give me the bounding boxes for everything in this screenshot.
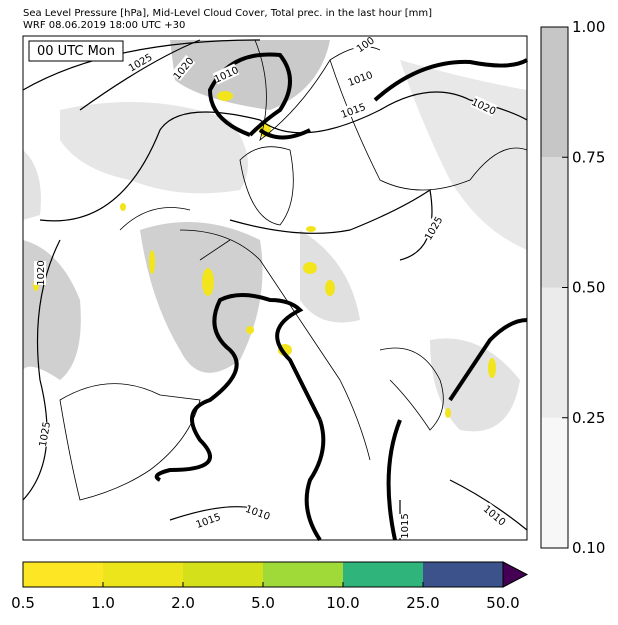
- colorbar-tick-label: 0.50: [572, 279, 605, 297]
- isobar-label-bg: [244, 502, 272, 522]
- isobar-label-bg: [194, 510, 222, 530]
- isobar-label-bg: [398, 514, 410, 538]
- colorbar-tick-label: 25.0: [406, 594, 439, 612]
- colorbar-segment: [23, 562, 103, 587]
- colorbar-segment: [263, 562, 343, 587]
- isobars-thick: [154, 52, 529, 542]
- coastlines: [59, 39, 528, 501]
- colorbar-tick-label: 50.0: [486, 594, 519, 612]
- colorbar-segment: [183, 562, 263, 587]
- colorbar-segment: [541, 417, 568, 548]
- isobar-label-bg: [36, 421, 52, 447]
- title: Sea Level Pressure [hPa], Mid-Level Clou…: [23, 8, 432, 19]
- colorbar-segment: [423, 562, 503, 587]
- isobar-label: 1020: [36, 260, 47, 285]
- colorbar-tick-label: 0.25: [572, 409, 605, 427]
- colorbar-tick-label: 0.75: [572, 148, 605, 166]
- isobar-label-bg: [126, 50, 154, 74]
- colorbar-extension: [502, 561, 529, 588]
- precip-colorbar: 0.5 1.0 2.0 5.0 10.0 25.0 50.0: [11, 561, 529, 612]
- colorbar-tick-label: 5.0: [251, 594, 275, 612]
- isobar-label-bg: [421, 214, 445, 242]
- colorbar-segment: [103, 562, 183, 587]
- colorbar-segment: [541, 27, 568, 158]
- colorbar-segment: [541, 157, 568, 288]
- subtitle: WRF 08.06.2019 18:00 UTC +30: [23, 20, 185, 31]
- isobar-label-bg: [470, 95, 498, 117]
- colorbar-tick-label: 10.0: [326, 594, 359, 612]
- isobar-label: 1015: [400, 513, 411, 538]
- isobar-label-bg: [346, 68, 374, 88]
- isobar-label-bg: [212, 63, 240, 85]
- colorbar-tick-label: 0.5: [11, 594, 35, 612]
- isobar-label-bg: [351, 32, 379, 56]
- colorbar-segment: [541, 287, 568, 418]
- cloud-colorbar: 0.10 0.25 0.50 0.75 1.00: [540, 18, 605, 557]
- colorbar-tick-label: 0.10: [572, 539, 605, 557]
- time-box: [28, 40, 124, 62]
- colorbar-tick-label: 1.00: [572, 18, 605, 36]
- isobar-label-bg: [481, 502, 509, 528]
- isobar-label-bg: [339, 100, 367, 120]
- time-label: 00 UTC Mon: [37, 44, 115, 59]
- colorbar-tick-label: 1.0: [91, 594, 115, 612]
- colorbar-segment: [343, 562, 423, 587]
- isobar-label-bg: [170, 54, 196, 82]
- colorbar-tick-label: 2.0: [171, 594, 195, 612]
- map-frame: [22, 35, 528, 541]
- isobar-label: 1025: [38, 421, 53, 448]
- isobar-label-bg: [34, 261, 46, 285]
